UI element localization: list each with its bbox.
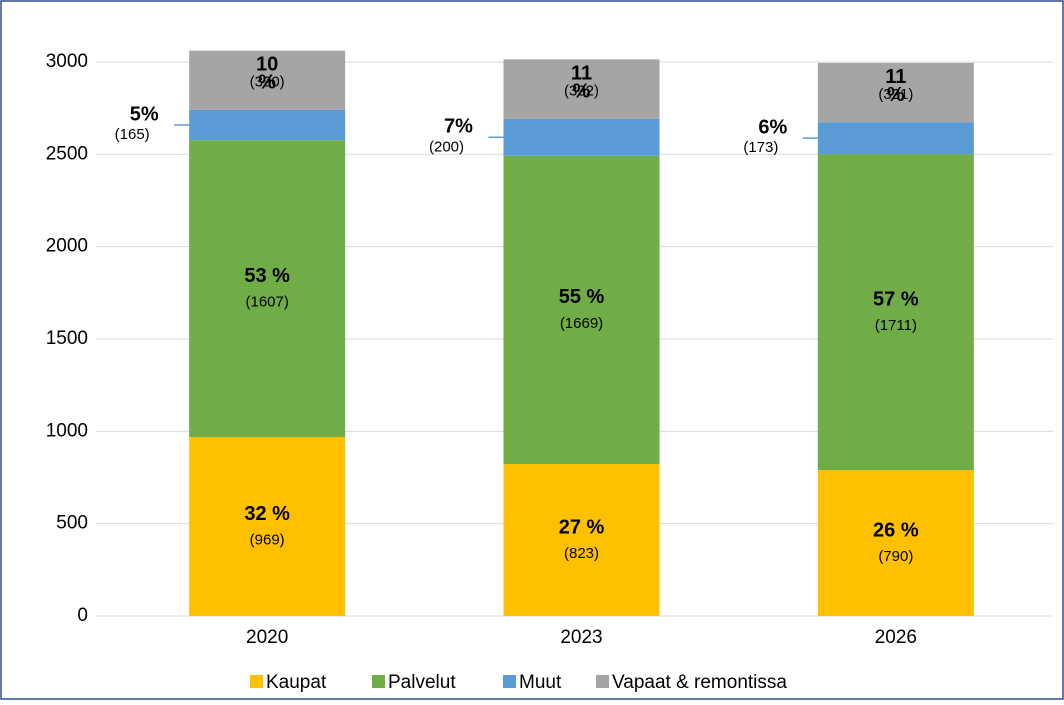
legend-label: Vapaat & remontissa bbox=[612, 672, 787, 693]
percentage-label: 55 % bbox=[559, 286, 605, 308]
percentage-label: 26 % bbox=[873, 519, 919, 541]
y-tick-label: 2000 bbox=[46, 236, 88, 257]
value-label: (165) bbox=[115, 126, 150, 143]
percentage-label: 6% bbox=[758, 116, 787, 138]
y-tick-label: 0 bbox=[77, 605, 88, 626]
value-label: (321) bbox=[878, 86, 913, 103]
value-label: (969) bbox=[250, 531, 285, 548]
legend-swatch bbox=[372, 675, 385, 688]
x-tick-label: 2020 bbox=[246, 627, 288, 648]
x-tick-label: 2023 bbox=[560, 627, 602, 648]
bar-segment bbox=[503, 59, 660, 119]
legend-label: Muut bbox=[519, 672, 562, 693]
percentage-label: 11% bbox=[571, 63, 592, 103]
bar-segment bbox=[817, 122, 974, 155]
y-tick-label: 500 bbox=[56, 513, 88, 534]
bar-segment bbox=[189, 437, 346, 616]
percentage-label: 7% bbox=[444, 116, 473, 138]
bar-segment bbox=[503, 118, 660, 156]
legend-swatch bbox=[503, 675, 516, 688]
value-label: (1711) bbox=[875, 317, 917, 334]
bar-segment bbox=[189, 50, 346, 110]
y-tick-label: 1500 bbox=[46, 328, 88, 349]
percentage-label: 57 % bbox=[873, 288, 919, 310]
y-tick-label: 2500 bbox=[46, 143, 88, 164]
bar-segment bbox=[817, 470, 974, 616]
y-tick-label: 1000 bbox=[46, 420, 88, 441]
value-label: (322) bbox=[564, 82, 599, 99]
percentage-label: 5% bbox=[130, 103, 159, 125]
percentage-label: 32 % bbox=[244, 503, 290, 525]
legend-label: Kaupat bbox=[266, 672, 327, 693]
x-tick-label: 2026 bbox=[875, 627, 917, 648]
value-label: (200) bbox=[429, 138, 464, 155]
percentage-label: 27 % bbox=[559, 516, 605, 538]
value-label: (320) bbox=[250, 74, 285, 91]
bar-segment bbox=[817, 62, 974, 123]
y-tick-label: 3000 bbox=[46, 51, 88, 72]
value-label: (1669) bbox=[560, 315, 603, 332]
bar-segment bbox=[189, 109, 346, 141]
legend-swatch bbox=[250, 675, 263, 688]
value-label: (790) bbox=[878, 548, 913, 565]
bar-segment bbox=[503, 464, 660, 616]
percentage-label: 11% bbox=[885, 66, 906, 106]
value-label: (823) bbox=[564, 545, 599, 562]
percentage-label: 10% bbox=[256, 54, 278, 94]
bar-segment bbox=[189, 140, 346, 438]
percentage-label: 53 % bbox=[244, 265, 290, 287]
bar-segment bbox=[817, 154, 974, 471]
bar-segment bbox=[503, 155, 660, 465]
value-label: (1607) bbox=[245, 294, 288, 311]
value-label: (173) bbox=[743, 139, 778, 156]
legend-label: Palvelut bbox=[388, 672, 456, 693]
legend-swatch bbox=[596, 675, 609, 688]
